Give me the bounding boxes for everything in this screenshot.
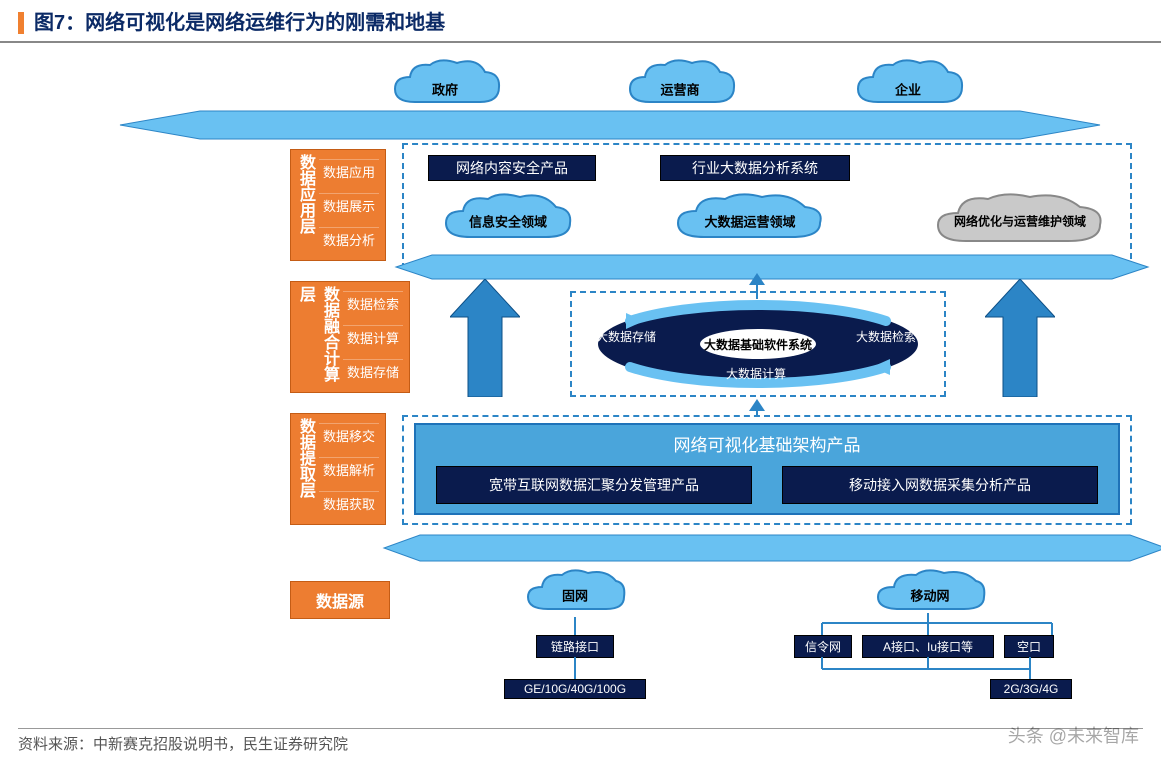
cloud-optimize: 网络优化与运营维护领域: [930, 191, 1110, 253]
cloud-infosec: 信息安全领域: [438, 191, 578, 247]
cloud-enterprise: 企业: [848, 57, 968, 117]
navy-air: 空口: [1004, 635, 1054, 658]
side-extract-layer: 数据提取层 数据移交 数据解析 数据获取: [290, 413, 386, 525]
cloud-gov: 政府: [385, 57, 505, 117]
disc-right: 大数据检索: [856, 328, 916, 345]
navy-signalling: 信令网: [794, 635, 852, 658]
product-item-mobile: 移动接入网数据采集分析产品: [782, 466, 1098, 504]
navy-link: 链路接口: [536, 635, 614, 658]
cloud-bigdata-ops: 大数据运营领域: [670, 191, 830, 247]
arrow-disc-below: [749, 399, 765, 411]
navy-bigdata: 行业大数据分析系统: [660, 155, 850, 181]
side-source: 数据源: [290, 581, 390, 619]
navy-2g3g4g: 2G/3G/4G: [990, 679, 1072, 699]
cloud-mobilenet: 移动网: [870, 567, 990, 619]
figure-title: 图7：网络可视化是网络运维行为的刚需和地基: [18, 12, 445, 34]
diagram-canvas: 政府 运营商 企业 数据应用层 数据应用 数据展示 数据分析 网络内容安全产品 …: [0, 43, 1161, 723]
side-fusion-layer: 数据融合计算层 数据检索 数据计算 数据存储: [290, 281, 410, 393]
footer-source: 资料来源：中新赛克招股说明书，民生证券研究院: [18, 728, 1143, 754]
title-bar: 图7：网络可视化是网络运维行为的刚需和地基: [0, 0, 1161, 43]
band-layer1: [392, 253, 1152, 281]
band-top: [60, 107, 1160, 143]
product-item-broadband: 宽带互联网数据汇聚分发管理产品: [436, 466, 752, 504]
navy-ainterface: A接口、Iu接口等: [862, 635, 994, 658]
big-arrow-1: [450, 279, 520, 397]
disc-bottom: 大数据计算: [726, 365, 786, 382]
navy-ge: GE/10G/40G/100G: [504, 679, 646, 699]
product-title: 网络可视化基础架构产品: [416, 425, 1118, 460]
side-app-layer: 数据应用层 数据应用 数据展示 数据分析: [290, 149, 386, 261]
arrow-disc-top: [749, 273, 765, 285]
product-block: 网络可视化基础架构产品 宽带互联网数据汇聚分发管理产品 移动接入网数据采集分析产…: [414, 423, 1120, 515]
cloud-operator: 运营商: [620, 57, 740, 117]
disc-left: 大数据存储: [596, 328, 656, 345]
navy-netsec: 网络内容安全产品: [428, 155, 596, 181]
side-app-items: 数据应用 数据展示 数据分析: [319, 150, 385, 260]
cloud-fixednet: 固网: [520, 567, 630, 619]
big-arrow-3: [985, 279, 1055, 397]
watermark: 头条 @未来智库: [1008, 722, 1139, 748]
band-sources: [380, 533, 1161, 563]
